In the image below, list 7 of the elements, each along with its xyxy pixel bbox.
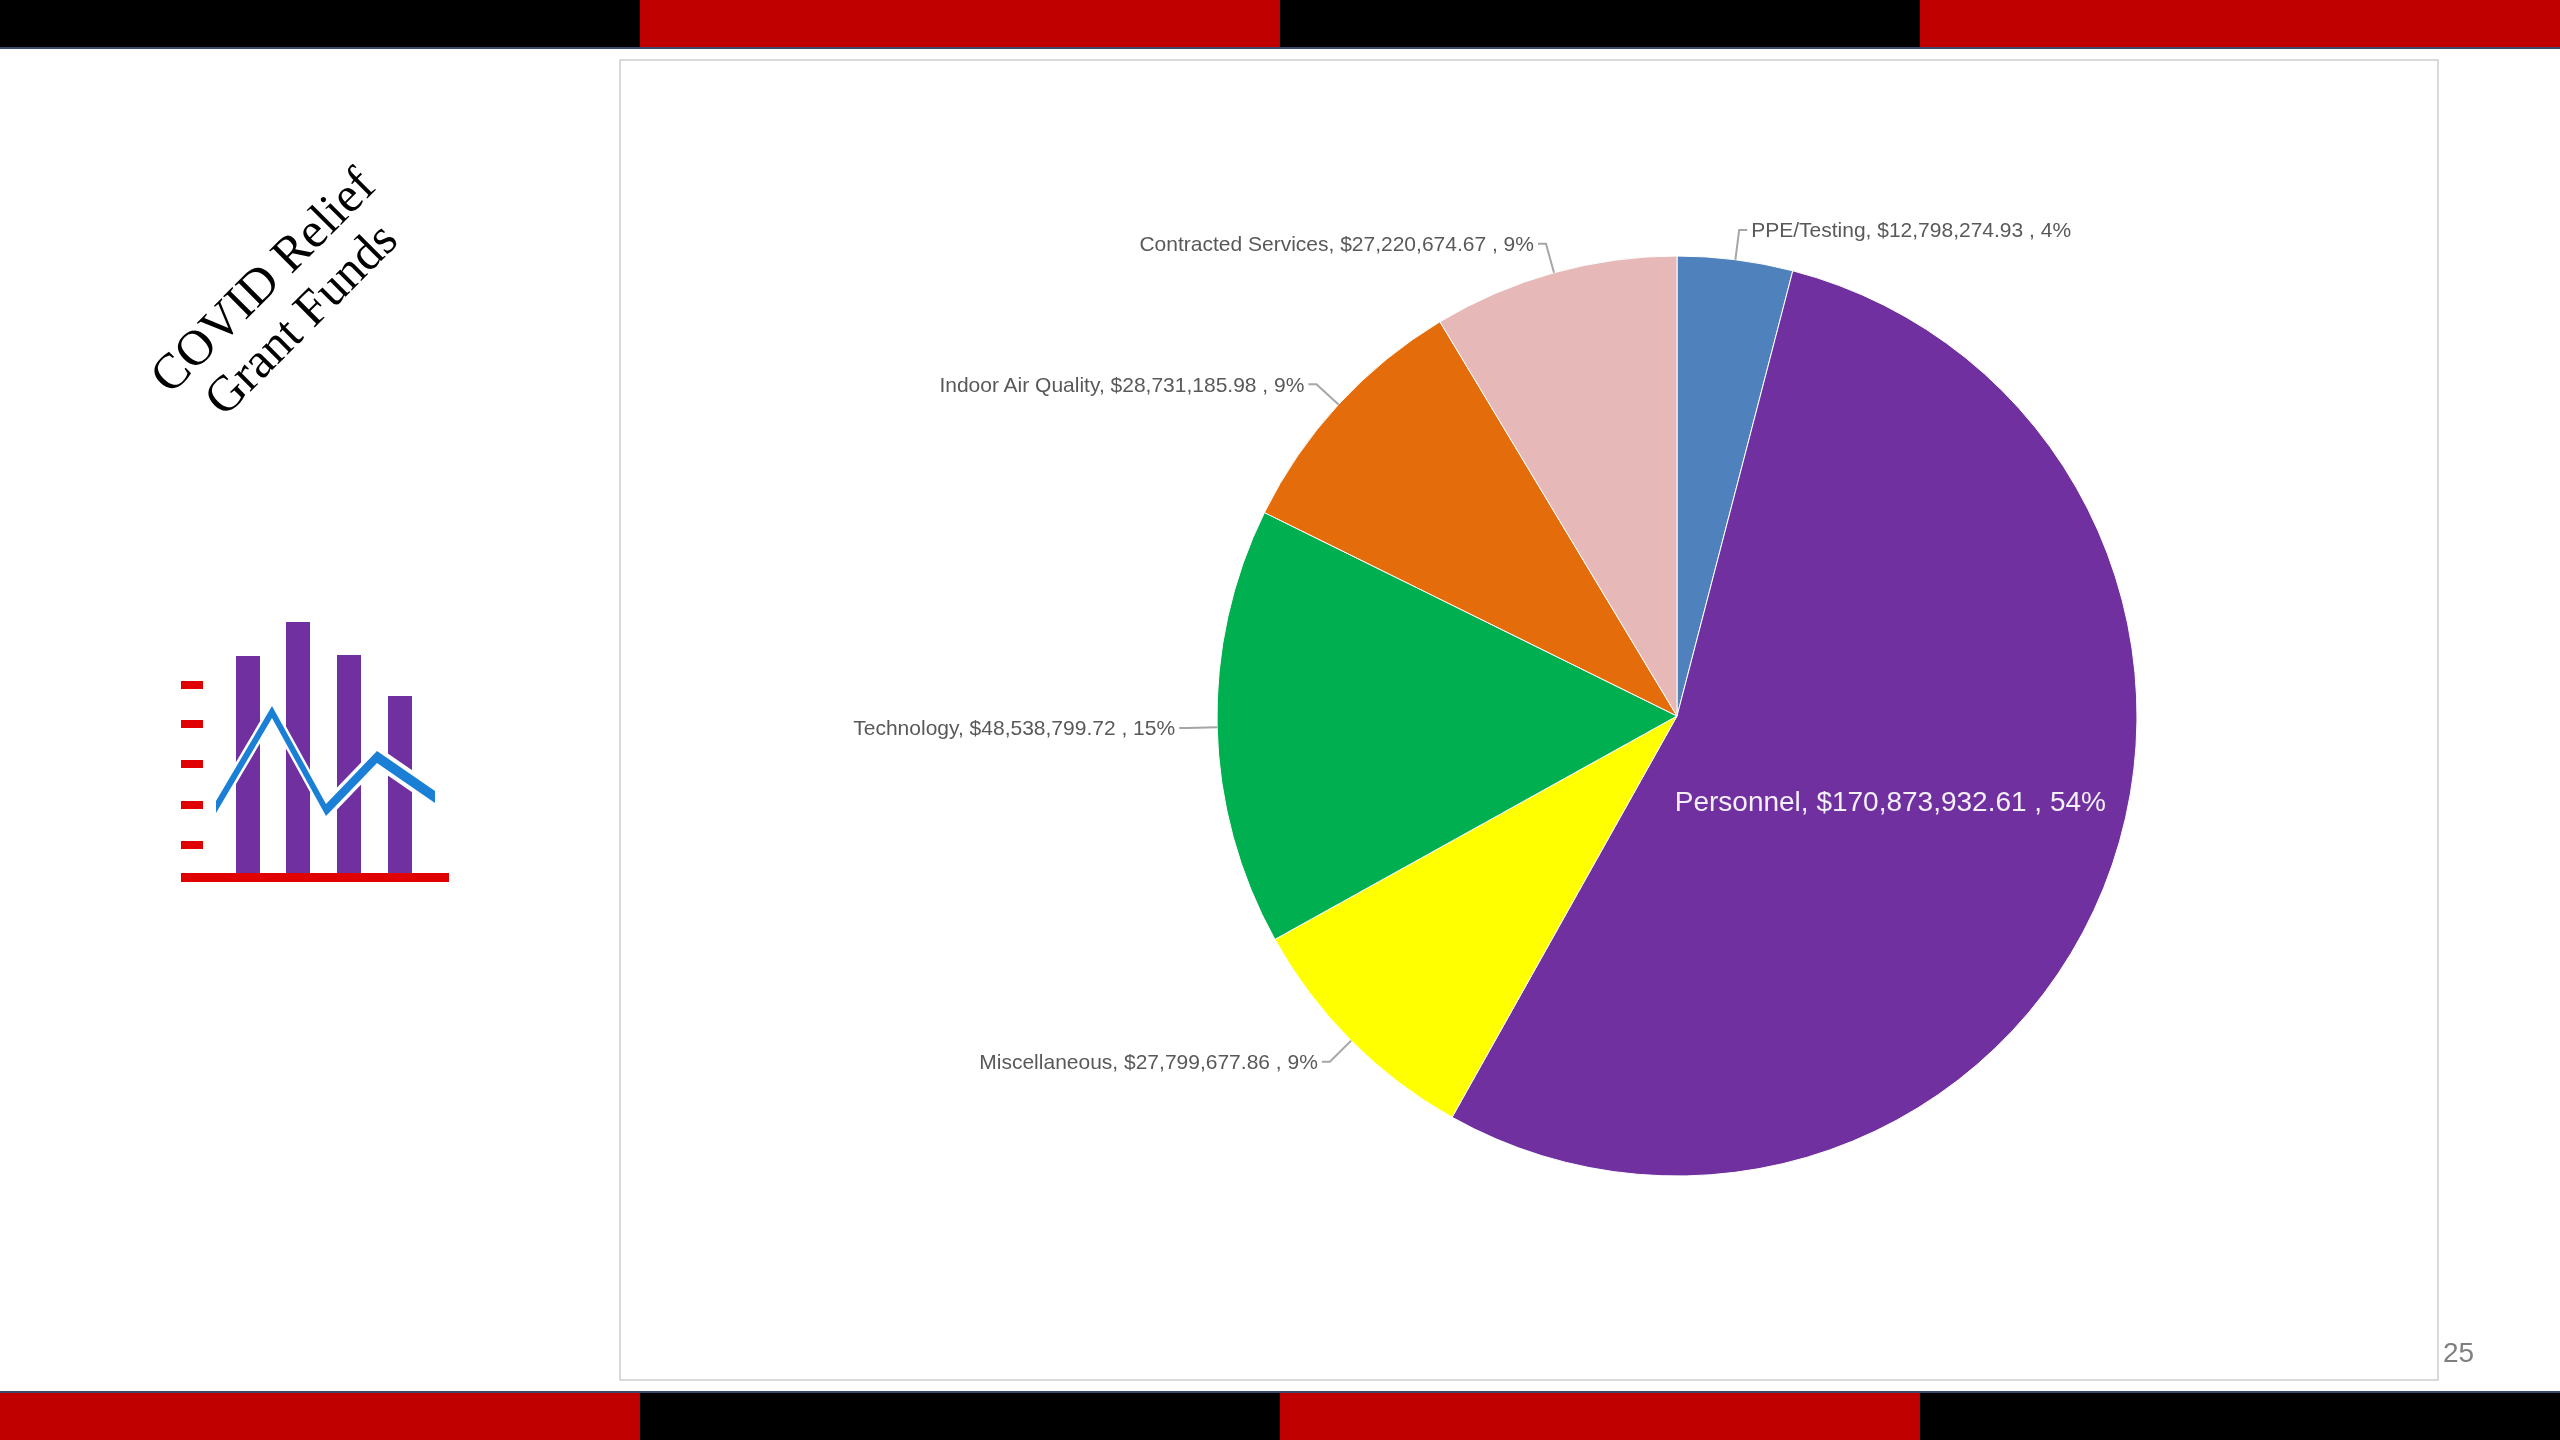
slice-label: PPE/Testing, $12,798,274.93 , 4% [1751,218,2072,242]
slice-label: Personnel, $170,873,932.61 , 54% [1674,786,2106,818]
text: 25 [2443,1337,2475,1369]
slice-label: Miscellaneous, $27,799,677.86 , 9% [979,1050,1318,1074]
slice-label: Technology, $48,538,799.72 , 15% [853,716,1176,740]
slice-label: Indoor Air Quality, $28,731,185.98 , 9% [939,372,1305,396]
slice-label: Contracted Services, $27,220,674.67 , 9% [1139,232,1534,256]
